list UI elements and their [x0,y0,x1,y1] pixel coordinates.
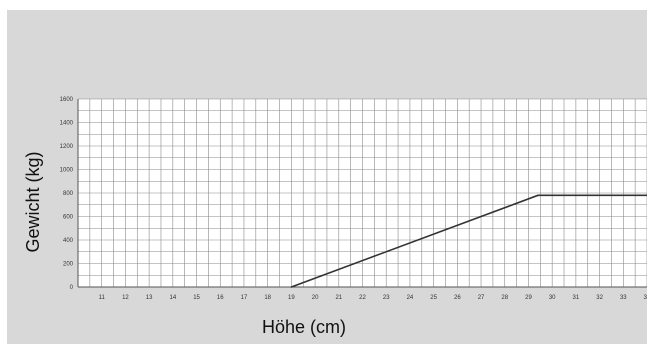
y-tick-label: 400 [63,238,74,244]
x-tick-label: 12 [122,295,129,301]
x-tick-label: 34 [644,295,647,301]
x-tick-label: 15 [193,295,200,301]
y-tick-labels: 0 200 400 600 800 1000 1200 1400 1600 [60,97,74,291]
y-tick-label: 1200 [60,144,74,150]
x-tick-label: 31 [573,295,580,301]
y-tick-label: 200 [63,262,74,268]
y-tick-label: 800 [63,191,74,197]
grid [77,98,647,288]
x-tick-label: 28 [501,295,508,301]
x-axis-title: Höhe (cm) [262,317,346,337]
x-tick-label: 11 [99,295,106,301]
x-tick-label: 33 [620,295,627,301]
x-tick-label: 19 [288,295,295,301]
x-tick-labels: 11 12 13 14 15 16 17 18 19 20 21 22 23 24 25 26 27 28 29 30… [99,295,647,301]
series-point [537,194,539,197]
x-tick-label: 17 [241,295,248,301]
y-tick-label: 0 [70,285,74,291]
x-tick-label: 14 [169,295,176,301]
x-tick-label: 16 [217,295,224,301]
x-tick-label: 23 [383,295,390,301]
x-tick-label: 22 [359,295,366,301]
x-tick-label: 27 [478,295,485,301]
y-tick-label: 600 [63,215,74,221]
x-tick-label: 29 [525,295,532,301]
chart-panel: 11 12 13 14 15 16 17 18 19 20 21 22 23 24 25 26 27 28 29 30… [7,10,647,344]
x-tick-label: 25 [430,295,437,301]
y-tick-label: 1600 [60,97,74,103]
x-tick-label: 24 [407,295,414,301]
series-point [290,286,293,288]
x-tick-label: 30 [549,295,556,301]
x-tick-label: 13 [146,295,153,301]
x-tick-label: 26 [454,295,461,301]
x-tick-label: 21 [335,295,342,301]
x-tick-label: 18 [264,295,271,301]
y-tick-label: 1400 [60,121,74,127]
y-tick-label: 1000 [60,168,74,174]
x-tick-label: 20 [312,295,319,301]
x-tick-label: 32 [596,295,603,301]
y-axis-title: Gewicht (kg) [23,151,43,252]
chart: 11 12 13 14 15 16 17 18 19 20 21 22 23 24 25 26 27 28 29 30… [23,97,647,337]
